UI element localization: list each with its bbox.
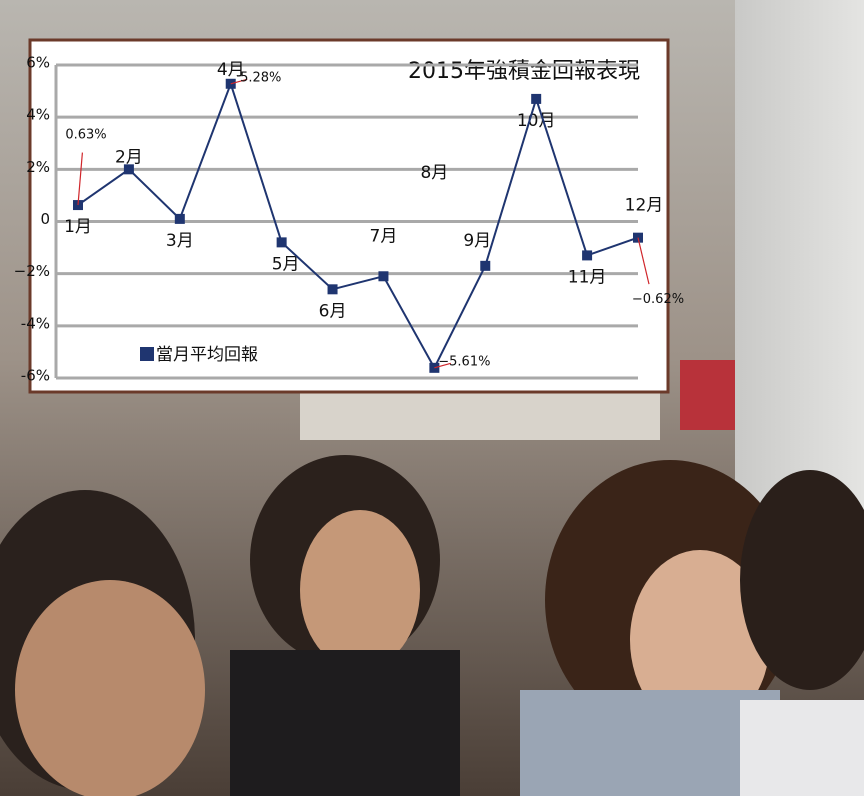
data-point: [582, 250, 592, 260]
y-tick-label: 0: [40, 210, 50, 228]
y-tick-label: 4%: [26, 106, 50, 124]
x-tick-label: 3月: [166, 231, 194, 251]
chart-title: 2015年強積金回報表現: [408, 59, 640, 84]
y-tick-label: -6%: [21, 367, 50, 385]
y-tick-label: -4%: [21, 314, 50, 332]
legend-swatch: [140, 347, 154, 361]
x-tick-label: 12月: [625, 196, 664, 216]
x-tick-label: 10月: [517, 111, 556, 131]
x-tick-label: 8月: [420, 163, 448, 183]
x-tick-label: 1月: [64, 217, 92, 237]
data-point: [175, 214, 185, 224]
x-tick-label: 5月: [272, 254, 300, 274]
value-label: −5.61%: [438, 354, 490, 369]
x-tick-label: 9月: [463, 231, 491, 251]
value-label: 5.28%: [240, 70, 281, 85]
data-point: [480, 261, 490, 271]
data-point: [328, 284, 338, 294]
page: {"chart_data": {"type": "line", "title":…: [0, 0, 864, 796]
x-tick-label: 7月: [370, 226, 398, 246]
x-tick-label: 6月: [319, 301, 347, 321]
y-tick-label: 6%: [26, 54, 50, 72]
value-label: 0.63%: [65, 128, 106, 143]
chart-panel: [30, 40, 668, 392]
data-point: [124, 164, 134, 174]
legend-label: 當月平均回報: [156, 345, 258, 365]
data-point: [531, 94, 541, 104]
value-label: −0.62%: [632, 292, 684, 307]
x-tick-label: 11月: [568, 267, 607, 287]
y-tick-label: 2%: [26, 158, 50, 176]
data-point: [277, 237, 287, 247]
chart: 2015年強積金回報表現 -6%-4%−2%02%4%6%1月2月3月4月5月6…: [0, 0, 864, 796]
y-tick-label: −2%: [14, 262, 50, 280]
data-point: [378, 271, 388, 281]
